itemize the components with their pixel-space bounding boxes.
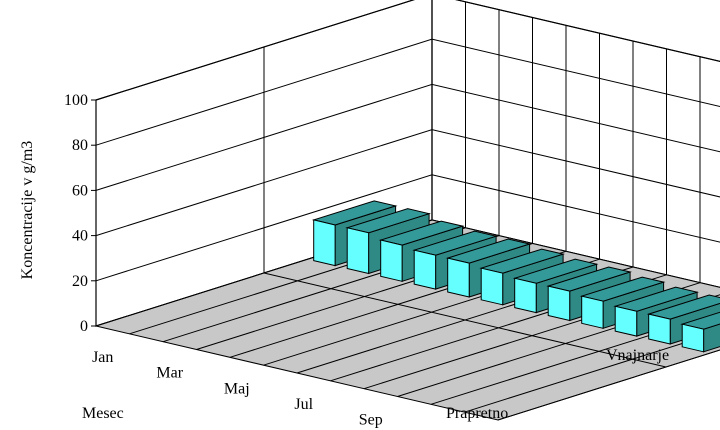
bar-front [380, 239, 403, 282]
bar-front [514, 277, 537, 314]
y-tick-label: 0 [80, 318, 88, 335]
bar-front [447, 257, 470, 298]
depth-label-prapretno: Prapretno [446, 405, 508, 422]
bar-front [313, 219, 336, 267]
month-tick-label: Mar [156, 365, 183, 382]
depth-label-vnajnarje: Vnajnarje [606, 347, 669, 364]
chart-labels: 0 20 40 60 80 100 Jan Mar Maj Jul Sep Nov [64, 92, 452, 430]
floor-gridline [263, 272, 667, 368]
y-tick-label: 100 [64, 92, 88, 109]
y-tick-label: 20 [72, 273, 88, 290]
bar-front [547, 285, 571, 322]
month-tick-label: Maj [224, 380, 250, 397]
y-tick-label: 60 [72, 182, 88, 199]
bar [680, 311, 720, 353]
y-tick-label: 80 [72, 137, 88, 154]
month-tick-label: Jul [294, 396, 313, 413]
bar-front [480, 267, 504, 306]
month-tick-label: Jan [92, 349, 113, 366]
bar-front [648, 313, 671, 345]
bar-front [681, 323, 705, 353]
month-tick-label: Sep [359, 412, 383, 429]
chart-bars [311, 200, 720, 353]
chart-walls [95, 0, 720, 327]
month-tick-label: Nov [424, 427, 452, 430]
month-axis-title: Mesec [82, 405, 124, 422]
y-tick-label: 40 [72, 228, 88, 245]
y-axis-title: Koncentracije v g/m3 [19, 141, 36, 280]
bar-front [413, 249, 437, 290]
bar-front [581, 295, 604, 329]
bar-front [346, 227, 370, 275]
bar-front [614, 305, 638, 337]
